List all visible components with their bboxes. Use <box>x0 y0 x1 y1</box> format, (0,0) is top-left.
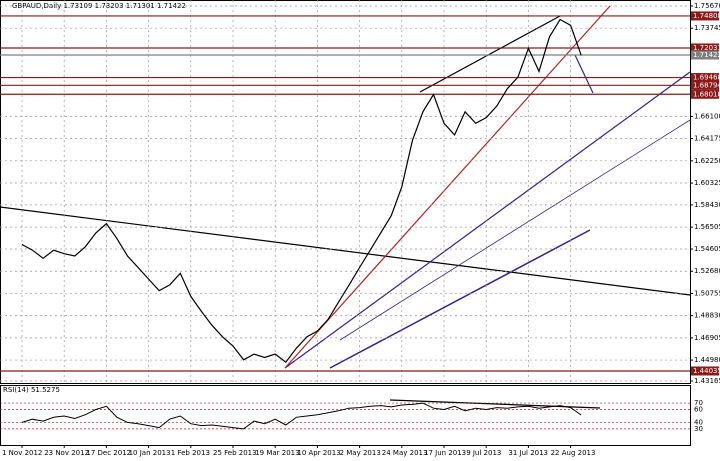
level-tag <box>691 73 719 83</box>
y-tick-label: 1.58430 <box>694 201 720 209</box>
x-tick-label: 17 Jun 2013 <box>424 449 466 457</box>
x-tick-label: 19 Mar 2013 <box>255 449 299 457</box>
level-tag <box>691 89 719 99</box>
x-tick-label: 1 Nov 2012 <box>2 449 42 457</box>
x-tick-label: 17 Dec 2012 <box>86 449 131 457</box>
x-tick-label: 10 Jan 2013 <box>129 449 171 457</box>
y-tick-label: 1.54605 <box>694 245 720 253</box>
level-label: 1.72031 <box>693 44 720 52</box>
y-tick-label: 1.44980 <box>694 356 720 364</box>
level-label: 1.68794 <box>693 81 720 89</box>
y-tick-label: 1.50755 <box>694 289 720 297</box>
level-tag <box>691 80 719 90</box>
y-tick-label: 1.56505 <box>694 223 720 231</box>
x-tick-label: 2 May 2013 <box>340 449 381 457</box>
y-tick-label: 1.43165 <box>694 377 720 385</box>
trendline <box>0 206 691 296</box>
level-tag <box>691 366 719 376</box>
rsi-line <box>21 402 582 430</box>
level-label: 1.74808 <box>693 12 720 20</box>
y-tick-label: 1.62250 <box>694 157 720 165</box>
rsi-panel <box>0 385 691 446</box>
x-tick-label: 9 Jul 2013 <box>466 449 501 457</box>
level-label: 1.71422 <box>693 51 720 59</box>
price-line <box>21 18 582 364</box>
x-tick-label: 10 Apr 2013 <box>297 449 340 457</box>
x-tick-label: 31 Jul 2013 <box>508 449 548 457</box>
trendline <box>574 54 594 94</box>
trendline <box>284 5 611 369</box>
level-tag <box>691 11 719 21</box>
rsi-tick-label: 70 <box>694 399 703 407</box>
trendline <box>339 119 691 341</box>
x-tick-label: 24 May 2013 <box>382 449 428 457</box>
trendline <box>419 15 561 93</box>
level-label: 1.69468 <box>693 74 720 82</box>
level-tag <box>691 50 719 60</box>
y-tick-label: 1.60325 <box>694 179 720 187</box>
x-tick-label: 22 Aug 2013 <box>551 449 596 457</box>
rsi-tick-label: 30 <box>694 425 703 433</box>
level-label: 1.68018 <box>693 90 720 98</box>
y-tick-label: 1.66100 <box>694 112 720 120</box>
level-tag <box>691 43 719 53</box>
y-tick-label: 1.52680 <box>694 267 720 275</box>
chart-title: GBPAUD,Daily 1.73109 1.73203 1.71301 1.7… <box>12 2 186 10</box>
x-tick-label: 23 Nov 2012 <box>44 449 89 457</box>
y-tick-label: 1.75670 <box>694 2 720 10</box>
rsi-tick-label: 40 <box>694 418 703 426</box>
trendline <box>329 229 591 369</box>
y-tick-label: 1.48830 <box>694 312 720 320</box>
y-tick-label: 1.73745 <box>694 24 720 32</box>
level-label: 1.44035 <box>693 367 720 375</box>
main-panel <box>0 0 691 384</box>
x-tick-label: 25 Feb 2013 <box>213 449 257 457</box>
y-tick-label: 1.64175 <box>694 135 720 143</box>
trendlines <box>0 5 691 409</box>
y-tick-label: 1.46905 <box>694 334 720 342</box>
rsi-title: RSI(14) 51.5275 <box>3 386 60 394</box>
trendline <box>284 71 691 369</box>
x-tick-label: 1 Feb 2013 <box>171 449 210 457</box>
rsi-tick-label: 60 <box>694 406 703 414</box>
